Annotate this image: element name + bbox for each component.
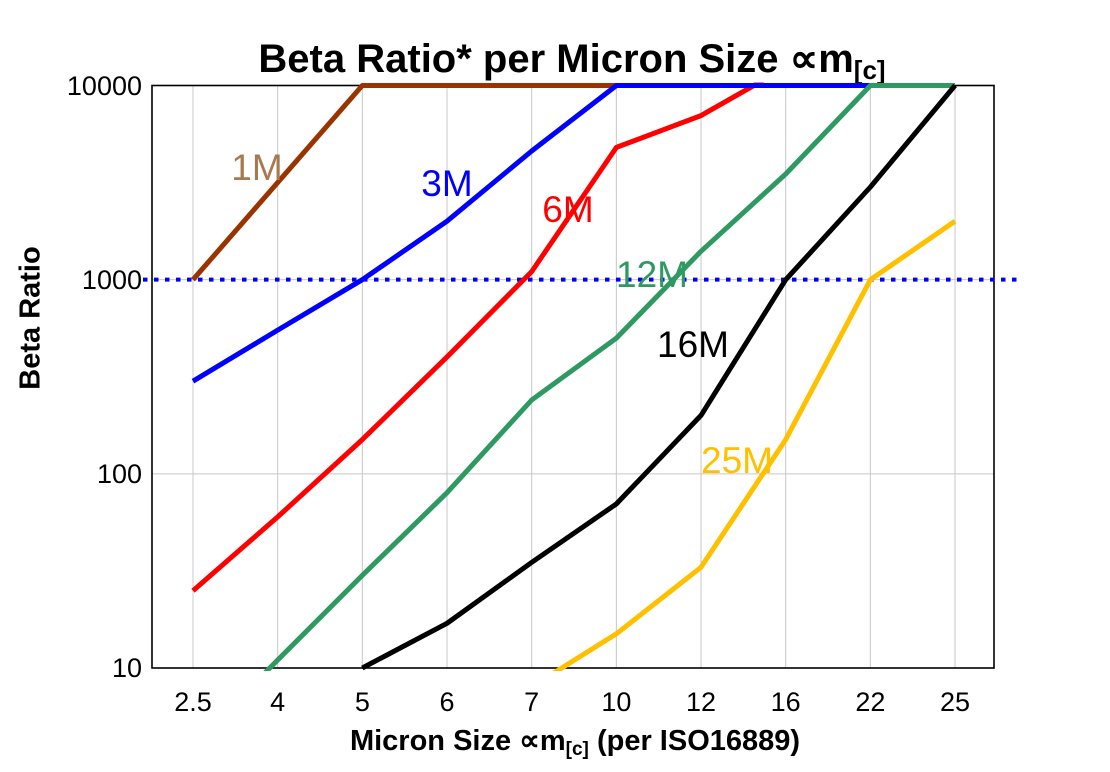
series-label-16M: 16M [657,324,729,365]
series-label-3M: 3M [421,163,473,204]
x-axis-title-suffix: (per ISO16889) [588,725,801,757]
x-tick-label-12: 12 [685,687,717,717]
x-axis-title-main: Micron Size ∝m [349,725,566,757]
x-tick-label-22: 22 [855,687,886,717]
series-label-1M: 1M [231,147,283,188]
x-tick-label-7: 7 [524,687,540,717]
x-tick-label-2.5: 2.5 [174,687,212,717]
series-line-6M [191,82,765,593]
series-label-12M: 12M [616,254,688,295]
x-axis-title-subscript: [c] [565,739,589,760]
series-line-12M [263,83,955,671]
chart-title-main: Beta Ratio* per Micron Size ∝m [258,37,854,81]
series-label-6M: 6M [542,189,594,230]
x-tick-label-6: 6 [439,687,455,717]
x-tick-label-5: 5 [354,687,370,717]
x-tick-label-10: 10 [601,687,632,717]
series-line-25M [552,219,957,671]
y-tick-label-10000: 10000 [66,70,142,101]
y-tick-label-10: 10 [111,653,142,683]
series-line-16M [361,83,957,671]
y-tick-label-1000: 1000 [81,264,142,295]
series-label-25M: 25M [701,440,773,481]
chart-title-subscript: [c] [853,55,886,85]
series-line-3M [191,83,955,384]
x-tick-label-16: 16 [770,687,801,717]
chart-title: Beta Ratio* per Micron Size ∝m[c] [258,37,886,85]
x-tick-label-4: 4 [270,687,286,717]
x-axis-title: Micron Size ∝m[c] (per ISO16889) [349,725,801,761]
y-tick-label-100: 100 [96,458,142,489]
x-tick-label-25: 25 [939,687,971,717]
